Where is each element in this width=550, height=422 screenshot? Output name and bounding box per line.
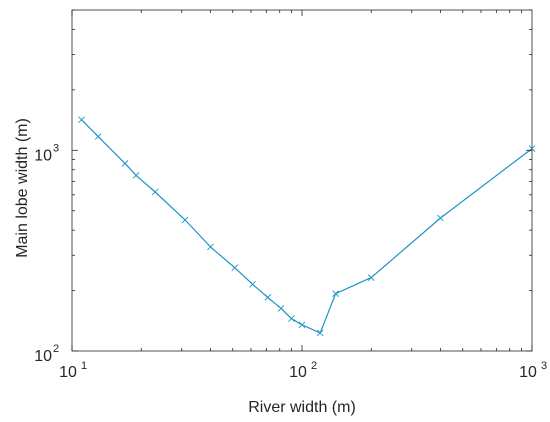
y-tick-label: 10 (34, 147, 52, 164)
x-tick-label-exponent: 2 (311, 360, 317, 372)
x-tick-label: 10 (289, 364, 307, 381)
x-axis-ticks: 10 1 10 2 10 3 (59, 10, 547, 381)
data-point-marker (249, 280, 256, 288)
x-tick-label: 10 (519, 364, 537, 381)
x-tick-label-exponent: 3 (541, 360, 547, 372)
data-point-marker (121, 160, 129, 167)
x-tick-label-exponent: 1 (81, 360, 87, 372)
data-point-marker (277, 305, 285, 312)
data-point-marker (181, 216, 189, 224)
data-point-marker (367, 274, 375, 281)
data-point-marker (132, 172, 140, 179)
axes-frame (71, 9, 533, 352)
data-point-marker (264, 294, 272, 301)
y-axis-label: Main lobe width (m) (14, 118, 31, 258)
data-point-marker (437, 214, 444, 222)
data-point-marker (332, 290, 339, 298)
y-tick-label-exponent: 2 (53, 343, 59, 355)
data-point-marker (151, 188, 159, 196)
data-point-marker (78, 116, 85, 124)
data-point-marker (288, 315, 295, 322)
y-tick-label-exponent: 3 (53, 142, 59, 154)
data-point-marker (298, 321, 306, 329)
data-point-marker (316, 329, 324, 337)
y-tick-label: 10 (34, 348, 52, 365)
series-line (81, 119, 533, 334)
x-tick-label: 10 (59, 364, 77, 381)
plot-area (71, 9, 536, 352)
data-point-marker (94, 133, 102, 140)
x-axis-label: River width (m) (248, 399, 356, 416)
data-point-marker (231, 264, 239, 272)
data-point-marker (207, 243, 214, 251)
